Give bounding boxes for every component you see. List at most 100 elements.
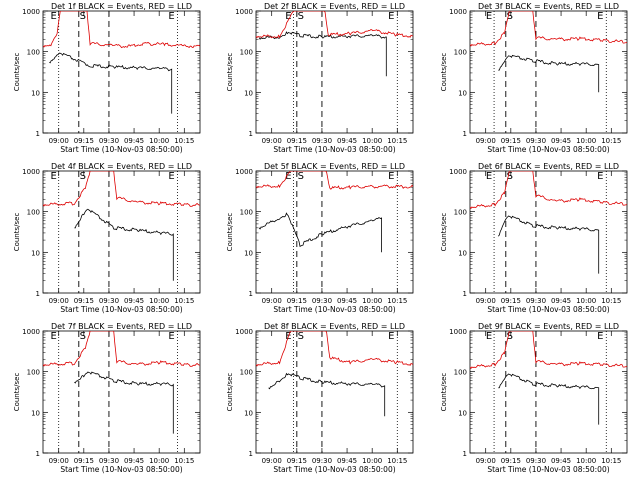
x-tick-label: 09:30 xyxy=(99,297,119,305)
y-tick-label: 10 xyxy=(31,409,40,417)
x-axis-label: Start Time (10-Nov-03 08:50:00) xyxy=(273,465,395,474)
x-tick-label: 09:45 xyxy=(337,457,357,465)
y-tick-label: 1 xyxy=(249,290,253,298)
x-tick-label: 09:30 xyxy=(526,457,546,465)
x-tick-label: 09:00 xyxy=(476,457,496,465)
x-tick-label: 10:00 xyxy=(576,457,596,465)
x-tick-label: 10:15 xyxy=(601,457,621,465)
y-axis-label: Counts/sec xyxy=(13,213,21,252)
series-events-line xyxy=(498,373,600,425)
series-lld-line xyxy=(43,11,200,49)
marker-label-saa: S xyxy=(80,11,86,22)
y-tick-label: 10 xyxy=(244,89,253,97)
subplot-8: Det 8f BLACK = Events, RED = LLD 1 10 100 10… xyxy=(226,322,414,474)
marker-label-end: E xyxy=(168,331,174,342)
x-tick-label: 10:15 xyxy=(174,297,194,305)
x-axis-label: Start Time (10-Nov-03 08:50:00) xyxy=(60,145,182,154)
marker-label-start: E xyxy=(285,171,291,182)
subplot-title: Det 1f BLACK = Events, RED = LLD xyxy=(51,2,192,11)
series-lld-line xyxy=(470,11,627,47)
subplot-5: Det 5f BLACK = Events, RED = LLD 1 10 100 10… xyxy=(226,162,414,314)
x-tick-label: 10:00 xyxy=(149,457,169,465)
y-tick-label: 1000 xyxy=(449,328,467,336)
x-axis-label: Start Time (10-Nov-03 08:50:00) xyxy=(60,305,182,314)
marker-label-start: E xyxy=(486,171,492,182)
marker-label-end: E xyxy=(168,171,174,182)
x-tick-label: 10:15 xyxy=(387,297,407,305)
series-lld-line xyxy=(256,171,413,190)
x-tick-label: 09:15 xyxy=(501,137,521,145)
x-tick-label: 10:15 xyxy=(387,457,407,465)
marker-label-saa: S xyxy=(298,11,304,22)
y-tick-label: 100 xyxy=(27,369,40,377)
plot-frame xyxy=(42,170,201,294)
series-lld-line xyxy=(256,11,413,39)
y-tick-label: 10 xyxy=(458,89,467,97)
y-axis-label: Counts/sec xyxy=(440,213,448,252)
x-tick-label: 09:15 xyxy=(501,457,521,465)
x-tick-label: 10:15 xyxy=(601,137,621,145)
x-axis-label: Start Time (10-Nov-03 08:50:00) xyxy=(273,145,395,154)
plot-frame xyxy=(42,330,201,454)
x-tick-label: 09:45 xyxy=(551,297,571,305)
marker-label-start: E xyxy=(51,11,57,22)
plot-frame xyxy=(255,330,414,454)
x-tick-label: 10:15 xyxy=(601,297,621,305)
y-tick-label: 100 xyxy=(454,209,467,217)
plot-frame xyxy=(469,170,628,294)
marker-label-saa: S xyxy=(80,171,86,182)
marker-label-end: E xyxy=(388,171,394,182)
subplot-title: Det 2f BLACK = Events, RED = LLD xyxy=(264,2,405,11)
y-tick-label: 100 xyxy=(240,209,253,217)
x-tick-label: 09:15 xyxy=(74,137,94,145)
plot-frame xyxy=(255,170,414,294)
x-tick-label: 09:30 xyxy=(99,137,119,145)
y-tick-label: 1000 xyxy=(235,8,253,16)
marker-label-start: E xyxy=(285,11,291,22)
subplot-4: Det 4f BLACK = Events, RED = LLD 1 10 100 10… xyxy=(13,162,201,314)
marker-label-end: E xyxy=(388,331,394,342)
marker-label-end: E xyxy=(597,171,603,182)
subplot-title: Det 8f BLACK = Events, RED = LLD xyxy=(264,322,405,331)
series-events-line xyxy=(74,371,174,434)
subplot-2: Det 2f BLACK = Events, RED = LLD 1 10 100 10… xyxy=(226,2,414,154)
x-tick-label: 09:45 xyxy=(551,137,571,145)
series-events-line xyxy=(258,31,387,77)
x-tick-label: 09:30 xyxy=(526,297,546,305)
x-axis-label: Start Time (10-Nov-03 08:50:00) xyxy=(487,145,609,154)
x-axis-label: Start Time (10-Nov-03 08:50:00) xyxy=(60,465,182,474)
y-tick-label: 100 xyxy=(454,369,467,377)
marker-label-end: E xyxy=(168,11,174,22)
subplot-title: Det 9f BLACK = Events, RED = LLD xyxy=(478,322,619,331)
x-tick-label: 09:15 xyxy=(74,457,94,465)
x-tick-label: 09:00 xyxy=(262,457,282,465)
plot-frame xyxy=(469,330,628,454)
marker-label-saa: S xyxy=(298,171,304,182)
subplot-7: Det 7f BLACK = Events, RED = LLD 1 10 100 10… xyxy=(13,322,201,474)
y-tick-label: 10 xyxy=(244,249,253,257)
x-tick-label: 09:00 xyxy=(476,297,496,305)
x-tick-label: 10:00 xyxy=(149,297,169,305)
y-tick-label: 10 xyxy=(31,249,40,257)
x-tick-label: 09:45 xyxy=(551,457,571,465)
marker-label-start: E xyxy=(486,331,492,342)
y-tick-label: 1 xyxy=(249,130,253,138)
x-tick-label: 09:45 xyxy=(337,297,357,305)
y-tick-label: 1 xyxy=(36,290,40,298)
y-tick-label: 1000 xyxy=(449,168,467,176)
x-tick-label: 09:15 xyxy=(287,457,307,465)
y-tick-label: 1000 xyxy=(235,328,253,336)
x-axis-label: Start Time (10-Nov-03 08:50:00) xyxy=(273,305,395,314)
x-tick-label: 09:30 xyxy=(312,457,332,465)
marker-label-end: E xyxy=(597,11,603,22)
series-events-line xyxy=(498,54,600,93)
x-tick-label: 09:45 xyxy=(124,297,144,305)
series-events-line xyxy=(258,212,383,253)
y-axis-label: Counts/sec xyxy=(226,53,234,92)
y-axis-label: Counts/sec xyxy=(13,373,21,412)
series-events-line xyxy=(74,208,174,281)
plot-frame xyxy=(255,10,414,134)
y-tick-label: 1000 xyxy=(22,168,40,176)
y-tick-label: 10 xyxy=(244,409,253,417)
y-axis-label: Counts/sec xyxy=(226,373,234,412)
